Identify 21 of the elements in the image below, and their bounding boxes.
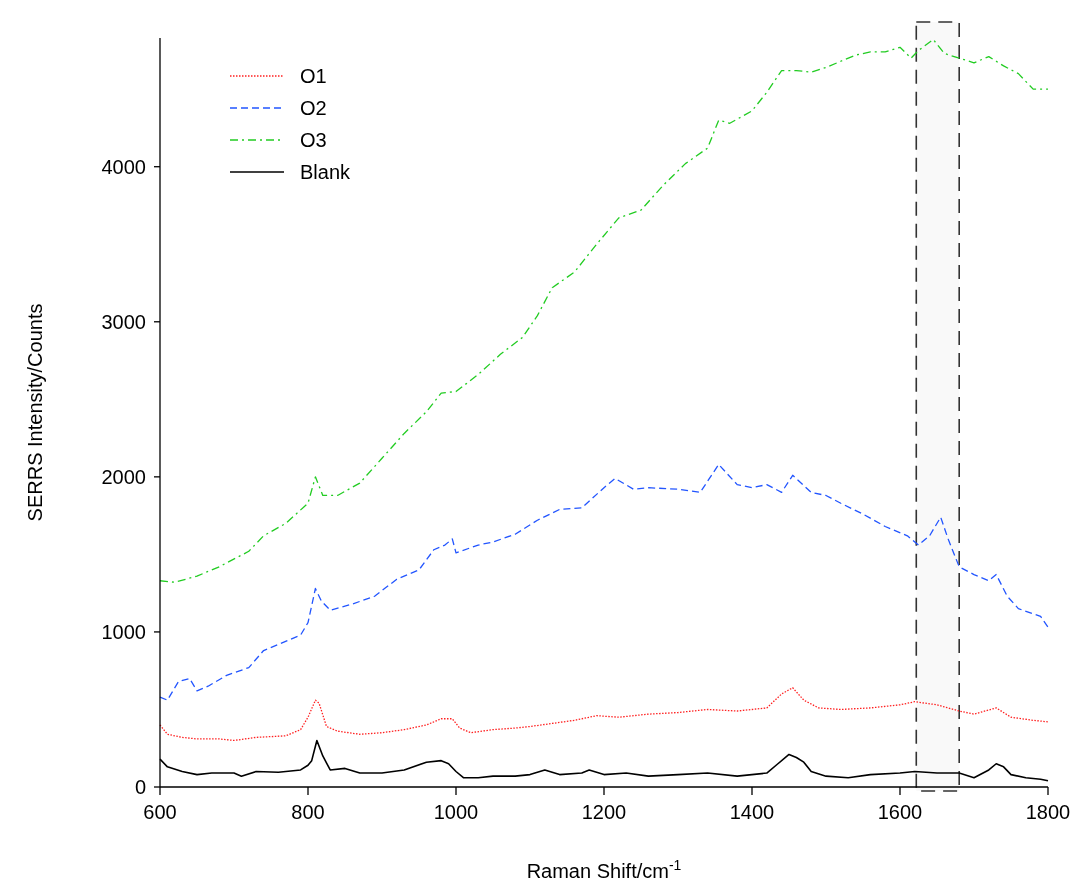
line-series — [159, 687, 1049, 742]
y-tick-label: 4000 — [101, 155, 146, 178]
y-tick-label: 3000 — [101, 310, 146, 333]
x-tick-label: 1000 — [433, 801, 479, 823]
x-tick-label: 1800 — [1025, 801, 1071, 823]
y-tick-label: 2000 — [101, 465, 146, 488]
x-axis-title: Raman Shift/cm$^{-1}$ — [526, 857, 682, 879]
legend-label: O2 — [300, 97, 327, 119]
x-tick-label: 1400 — [729, 801, 775, 823]
legend-label: O3 — [300, 129, 327, 151]
line-series — [159, 38, 1049, 583]
y-tick-label: 1000 — [101, 620, 146, 643]
x-tick-label: 1600 — [877, 801, 923, 823]
legend-label: Blank — [300, 161, 352, 183]
y-tick-label: 0 — [134, 776, 146, 798]
x-tick-label: 600 — [143, 801, 177, 823]
x-tick-label: 1200 — [581, 801, 627, 823]
line-series — [159, 463, 1049, 701]
y-axis-title: SERRS Intensity/Counts — [24, 303, 46, 522]
legend-label: O1 — [300, 65, 327, 87]
x-tick-label: 800 — [291, 801, 325, 823]
